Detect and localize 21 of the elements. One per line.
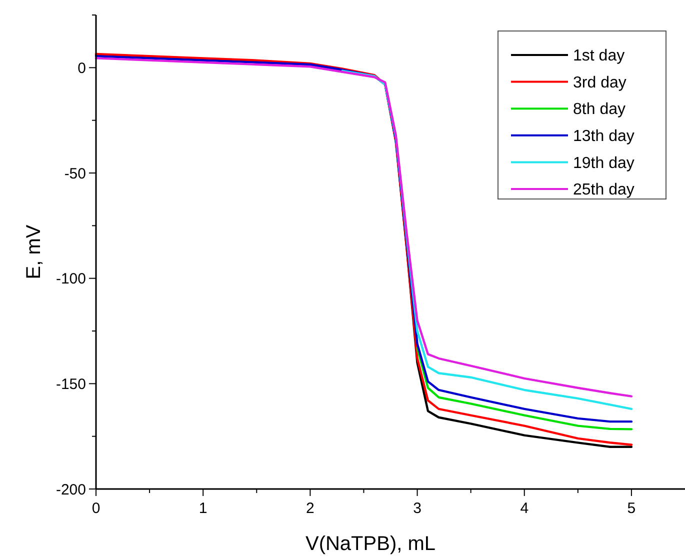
y-tick-label: -150 xyxy=(56,376,86,393)
legend-label: 19th day xyxy=(573,154,634,172)
legend-label: 13th day xyxy=(573,128,634,145)
legend-label: 3rd day xyxy=(573,74,626,92)
legend-label: 25th day xyxy=(573,182,634,199)
x-tick-label: 3 xyxy=(413,500,422,517)
x-tick-label: 2 xyxy=(306,500,314,517)
legend-label: 8th day xyxy=(573,101,626,118)
y-axis-title: E, mV xyxy=(23,224,45,280)
y-tick-label: -100 xyxy=(56,270,86,288)
x-axis-title: V(NaTPB), mL xyxy=(305,533,436,555)
x-tick-label: 0 xyxy=(92,500,100,517)
x-tick-label: 4 xyxy=(520,500,529,517)
y-tick-label: -200 xyxy=(56,481,86,498)
line-series xyxy=(341,70,633,410)
x-tick-label: 5 xyxy=(627,500,636,517)
line-series xyxy=(416,346,633,430)
x-tick-label: 1 xyxy=(198,500,208,517)
y-tick-label: 0 xyxy=(78,60,86,77)
legend-label: 1st day xyxy=(573,48,625,65)
y-tick-label: -50 xyxy=(64,165,86,182)
